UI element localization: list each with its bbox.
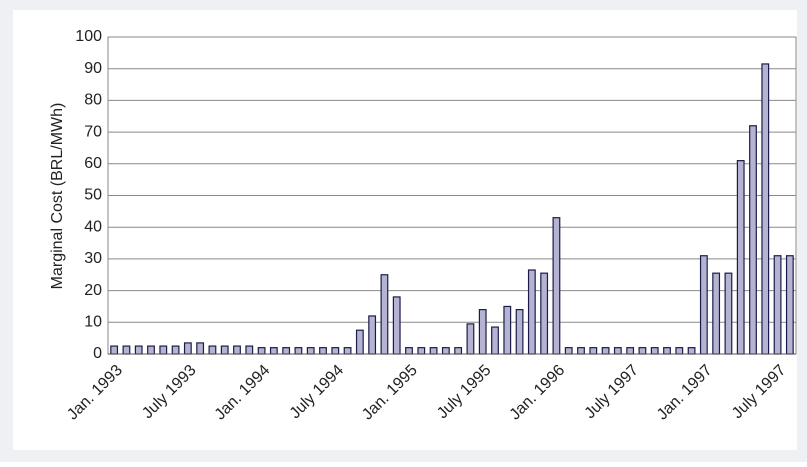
bar (183, 342, 192, 355)
y-tick-label: 100 (75, 28, 102, 45)
y-tick-label: 50 (84, 187, 102, 204)
bar (134, 345, 143, 355)
y-tick-label: 10 (84, 314, 102, 331)
y-tick-label: 90 (84, 60, 102, 77)
bar (650, 347, 659, 355)
bar (257, 347, 266, 355)
bar (159, 345, 168, 355)
bar (687, 347, 696, 355)
bar (638, 347, 647, 355)
y-tick-label: 80 (84, 92, 102, 109)
y-tick-label: 20 (84, 282, 102, 299)
bar (454, 347, 463, 355)
bar (773, 255, 782, 355)
bar (208, 345, 217, 355)
bar (380, 274, 389, 355)
y-tick-label: 40 (84, 218, 102, 235)
y-tick-label: 60 (84, 155, 102, 172)
bar (736, 160, 745, 355)
bar (675, 347, 684, 355)
bar (122, 345, 131, 355)
bar (355, 329, 364, 355)
bar (712, 272, 721, 355)
bar (441, 347, 450, 355)
bar (663, 347, 671, 355)
bar (491, 326, 499, 355)
bar (417, 347, 426, 355)
bar (515, 309, 524, 355)
bar (306, 347, 315, 355)
bar (282, 347, 291, 355)
bar (269, 347, 278, 355)
bar (527, 269, 536, 355)
bar (331, 347, 340, 355)
bar (220, 345, 229, 355)
bar (405, 347, 413, 355)
y-tick-label: 70 (84, 123, 102, 140)
bar (478, 309, 487, 355)
bar (429, 347, 438, 355)
bar (294, 347, 303, 355)
bar (785, 255, 794, 355)
bar (245, 345, 254, 355)
bar (110, 345, 119, 355)
bar (147, 345, 155, 355)
bar (724, 272, 733, 355)
bar (613, 347, 622, 355)
bar (601, 347, 610, 355)
bar (171, 345, 180, 355)
bar (626, 347, 635, 355)
bar (466, 323, 475, 355)
bar (196, 342, 205, 355)
bar (392, 296, 401, 355)
bar (577, 347, 585, 355)
bar (368, 315, 377, 355)
bar (564, 347, 573, 355)
bar (319, 347, 327, 355)
bar (761, 63, 770, 355)
bar (749, 125, 757, 355)
bar (552, 217, 561, 355)
y-tick-label: 30 (84, 250, 102, 267)
bar (233, 345, 241, 355)
bar (589, 347, 598, 355)
y-axis-label: Marginal Cost (BRL/MWh) (49, 103, 66, 290)
y-tick-label: 0 (93, 345, 102, 362)
bar (540, 272, 549, 355)
bar (503, 305, 512, 355)
bar (343, 347, 352, 355)
bar (699, 255, 708, 355)
